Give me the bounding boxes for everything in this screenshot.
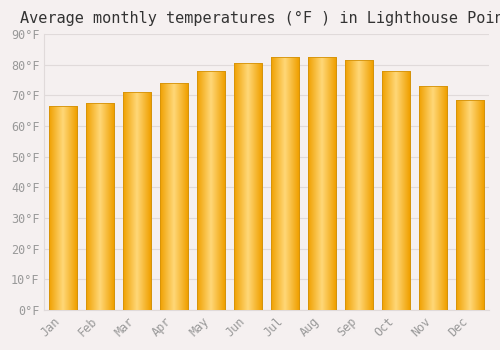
Bar xyxy=(234,63,262,310)
Bar xyxy=(86,103,114,310)
Bar xyxy=(49,106,77,310)
Bar xyxy=(420,86,447,310)
Bar xyxy=(123,92,151,310)
Bar xyxy=(272,57,299,310)
Bar xyxy=(456,100,484,310)
Bar xyxy=(346,60,373,310)
Bar xyxy=(197,71,225,310)
Bar xyxy=(272,57,299,310)
Title: Average monthly temperatures (°F ) in Lighthouse Point: Average monthly temperatures (°F ) in Li… xyxy=(20,11,500,26)
Bar xyxy=(308,57,336,310)
Bar xyxy=(123,92,151,310)
Bar xyxy=(197,71,225,310)
Bar xyxy=(234,63,262,310)
Bar xyxy=(456,100,484,310)
Bar xyxy=(160,83,188,310)
Bar xyxy=(86,103,114,310)
Bar xyxy=(420,86,447,310)
Bar xyxy=(382,71,410,310)
Bar xyxy=(160,83,188,310)
Bar xyxy=(382,71,410,310)
Bar xyxy=(49,106,77,310)
Bar xyxy=(346,60,373,310)
Bar xyxy=(308,57,336,310)
